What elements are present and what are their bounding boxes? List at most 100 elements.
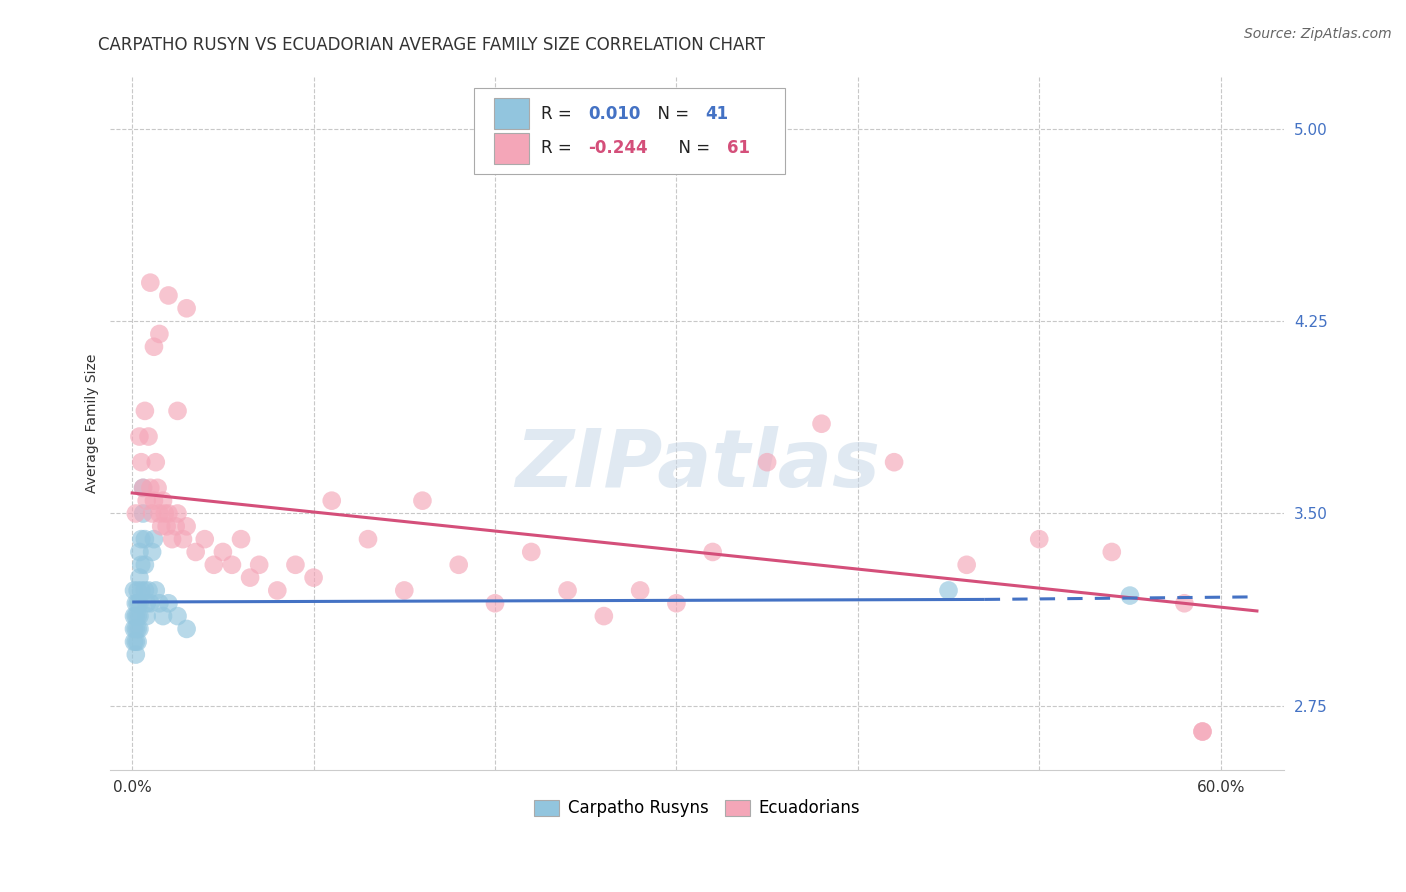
Point xyxy=(1173,596,1195,610)
Point xyxy=(176,519,198,533)
Point xyxy=(125,622,148,636)
Y-axis label: Average Family Size: Average Family Size xyxy=(86,354,100,493)
Point xyxy=(134,583,156,598)
Point xyxy=(202,558,225,572)
Point xyxy=(1101,545,1123,559)
Point xyxy=(284,558,307,572)
Point xyxy=(135,493,157,508)
Point xyxy=(142,340,165,354)
Point xyxy=(148,507,170,521)
Point xyxy=(128,429,150,443)
Point xyxy=(127,622,149,636)
Point xyxy=(592,609,614,624)
Point xyxy=(142,532,165,546)
Point xyxy=(1119,589,1142,603)
Point xyxy=(756,455,779,469)
Point xyxy=(132,507,155,521)
Point xyxy=(157,507,180,521)
Point xyxy=(665,596,688,610)
Point xyxy=(172,532,194,546)
Point xyxy=(194,532,217,546)
Point xyxy=(139,596,162,610)
Point xyxy=(135,596,157,610)
Point xyxy=(127,634,149,648)
Point xyxy=(128,622,150,636)
Point xyxy=(127,596,149,610)
Point xyxy=(132,481,155,495)
Text: N =: N = xyxy=(647,104,695,123)
Point xyxy=(148,596,170,610)
Point xyxy=(810,417,832,431)
Point xyxy=(129,532,152,546)
Point xyxy=(122,609,145,624)
Point xyxy=(150,519,173,533)
Point xyxy=(134,532,156,546)
Text: Source: ZipAtlas.com: Source: ZipAtlas.com xyxy=(1244,27,1392,41)
Point xyxy=(138,429,160,443)
Point xyxy=(447,558,470,572)
Point xyxy=(302,571,325,585)
Point xyxy=(247,558,270,572)
Point xyxy=(129,558,152,572)
Text: 0.010: 0.010 xyxy=(588,104,641,123)
Text: N =: N = xyxy=(668,139,716,157)
Text: -0.244: -0.244 xyxy=(588,139,648,157)
Text: R =: R = xyxy=(541,139,578,157)
Point xyxy=(139,276,162,290)
Point xyxy=(142,493,165,508)
Point xyxy=(134,404,156,418)
Bar xyxy=(495,98,530,129)
Point xyxy=(321,493,343,508)
Point xyxy=(883,455,905,469)
Point xyxy=(152,609,174,624)
Point xyxy=(357,532,380,546)
Point xyxy=(138,583,160,598)
Point xyxy=(157,288,180,302)
Point xyxy=(134,558,156,572)
Point xyxy=(484,596,506,610)
Point xyxy=(128,571,150,585)
Point xyxy=(628,583,651,598)
Point xyxy=(128,596,150,610)
Point xyxy=(145,583,167,598)
Point xyxy=(221,558,243,572)
Point xyxy=(166,609,188,624)
Point xyxy=(702,545,724,559)
Point xyxy=(411,493,433,508)
Point xyxy=(122,622,145,636)
Point xyxy=(125,507,148,521)
Point xyxy=(184,545,207,559)
Point xyxy=(156,519,179,533)
Point xyxy=(125,648,148,662)
Point xyxy=(166,404,188,418)
Point xyxy=(1028,532,1050,546)
Point xyxy=(266,583,288,598)
FancyBboxPatch shape xyxy=(474,87,786,175)
Text: ZIPatlas: ZIPatlas xyxy=(515,426,880,504)
Text: 61: 61 xyxy=(727,139,749,157)
Point xyxy=(239,571,262,585)
Point xyxy=(139,481,162,495)
Point xyxy=(160,532,183,546)
Point xyxy=(394,583,416,598)
Point xyxy=(141,545,163,559)
Point xyxy=(956,558,979,572)
Point xyxy=(166,507,188,521)
Point xyxy=(135,609,157,624)
Text: 41: 41 xyxy=(706,104,728,123)
Point xyxy=(127,583,149,598)
Point xyxy=(176,301,198,316)
Point xyxy=(1191,724,1213,739)
Point xyxy=(176,622,198,636)
Point xyxy=(127,609,149,624)
Point xyxy=(122,583,145,598)
Point xyxy=(141,507,163,521)
Bar xyxy=(495,133,530,164)
Point xyxy=(122,634,145,648)
Point xyxy=(125,634,148,648)
Legend: Carpatho Rusyns, Ecuadorians: Carpatho Rusyns, Ecuadorians xyxy=(527,793,866,824)
Point xyxy=(146,481,169,495)
Point xyxy=(212,545,235,559)
Point xyxy=(148,326,170,341)
Point xyxy=(128,545,150,559)
